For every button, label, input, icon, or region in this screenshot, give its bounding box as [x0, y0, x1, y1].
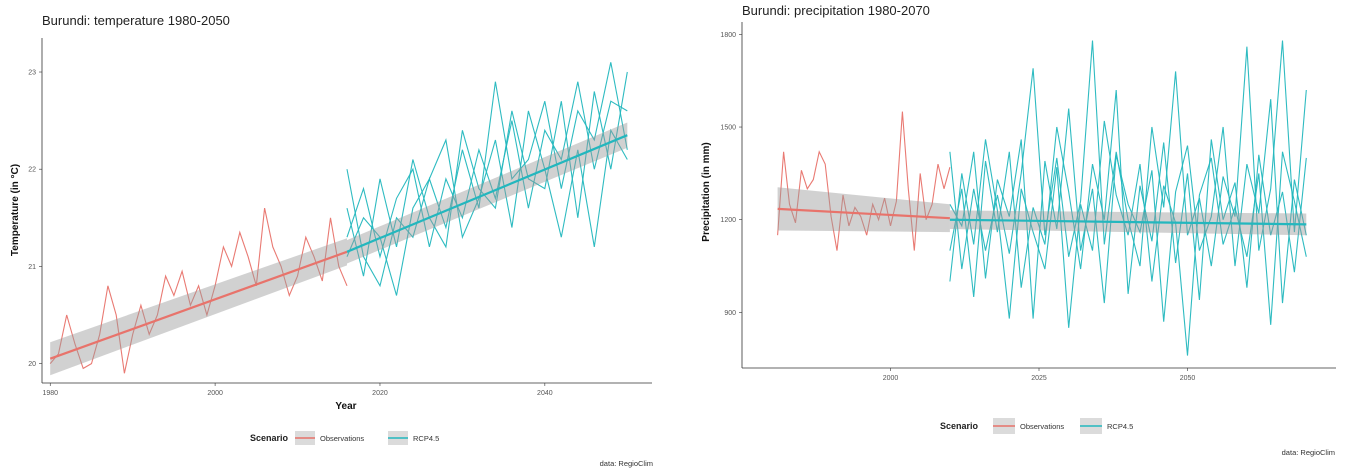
x-axis-title: Year — [335, 401, 356, 412]
trend-line-1 — [949, 218, 1307, 226]
legend: Scenario Observations RCP4.5 — [940, 418, 1133, 434]
y-tick-label: 22 — [28, 167, 36, 174]
series-line-2 — [346, 81, 628, 259]
legend: Scenario Observations RCP4.5 — [250, 431, 439, 445]
x-tick-label: 2000 — [207, 390, 223, 397]
x-tick-label: 2025 — [1031, 375, 1047, 382]
series-line-1 — [949, 40, 1307, 270]
y-tick-label: 1800 — [720, 32, 736, 39]
x-tick-label: 2040 — [537, 390, 553, 397]
precipitation-chart-panel: Burundi: precipitation 1980-2070 2000 202… — [690, 0, 1346, 470]
caption: data: RegioClim — [600, 459, 653, 468]
trend-line-0 — [49, 250, 348, 360]
y-tick-label: 1200 — [720, 217, 736, 224]
legend-label-observations: Observations — [1020, 422, 1064, 431]
temperature-chart-panel: Burundi: temperature 1980-2050 1980 2000 2… — [0, 0, 670, 470]
x-tick-label: 2020 — [372, 390, 388, 397]
plot-area: 2000 2025 2050 900 1200 1500 1800 — [720, 22, 1336, 382]
y-tick-label: 20 — [28, 361, 36, 368]
y-tick-label: 21 — [28, 264, 36, 271]
y-axis-title: Temperature (in °C) — [10, 164, 21, 256]
y-tick-label: 23 — [28, 70, 36, 77]
series-line-2 — [949, 89, 1307, 301]
legend-label-rcp45: RCP4.5 — [1107, 422, 1133, 431]
legend-label-observations: Observations — [320, 434, 364, 443]
series-line-3 — [949, 99, 1307, 322]
legend-title: Scenario — [940, 421, 979, 431]
temperature-chart: Burundi: temperature 1980-2050 1980 2000 2… — [10, 13, 653, 468]
x-tick-label: 2050 — [1180, 375, 1196, 382]
series-line-3 — [346, 71, 628, 277]
trend-ribbon-0 — [50, 238, 347, 376]
y-tick-label: 1500 — [720, 125, 736, 132]
legend-label-rcp45: RCP4.5 — [413, 434, 439, 443]
x-tick-label: 1980 — [42, 390, 58, 397]
trend-line-1 — [346, 134, 628, 253]
series-line-4 — [949, 120, 1307, 356]
chart-title: Burundi: precipitation 1980-2070 — [742, 3, 930, 18]
series-line-0 — [49, 207, 348, 374]
y-axis-title: Precipitation (in mm) — [701, 142, 712, 241]
series-line-4 — [346, 110, 628, 296]
caption: data: RegioClim — [1282, 448, 1335, 457]
trend-line-0 — [777, 207, 950, 220]
series-line-0 — [777, 111, 951, 251]
legend-title: Scenario — [250, 433, 289, 443]
plot-area: 1980 2000 2020 2040 20 21 22 23 — [28, 38, 652, 397]
trend-ribbon-0 — [777, 187, 950, 233]
precipitation-chart: Burundi: precipitation 1980-2070 2000 202… — [701, 3, 1336, 457]
x-tick-label: 2000 — [883, 375, 899, 382]
chart-title: Burundi: temperature 1980-2050 — [42, 13, 230, 28]
series-line-1 — [346, 62, 628, 288]
y-tick-label: 900 — [724, 310, 736, 317]
